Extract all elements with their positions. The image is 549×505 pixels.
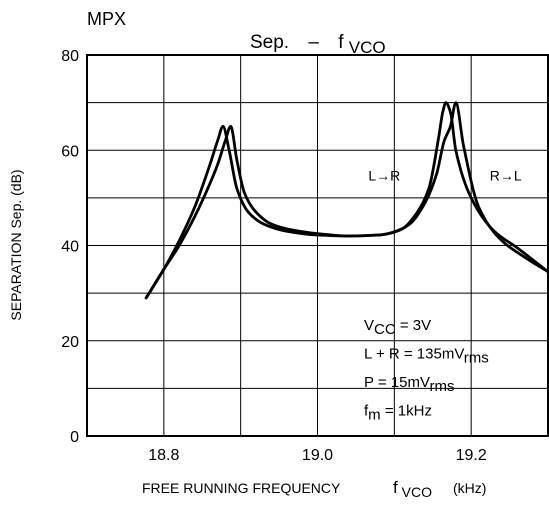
chart-title-dash: – (308, 32, 319, 53)
curve-annotation: R→L (490, 167, 522, 183)
chart-title-sub: VCO (349, 38, 386, 57)
x-axis-label-main: FREE RUNNING FREQUENCY (142, 480, 341, 496)
x-axis-label: FREE RUNNING FREQUENCY f VCO (kHz) (142, 478, 486, 500)
y-tick-label: 40 (61, 239, 79, 256)
y-tick-label: 0 (70, 429, 79, 446)
condition-value: = 3V (396, 317, 431, 334)
condition-subscript: CC (374, 321, 396, 338)
x-axis-label-unit: (kHz) (453, 480, 486, 496)
chart-title: Sep. – f VCO (250, 32, 386, 57)
condition-subscript: rms (429, 378, 454, 395)
condition-line: P = 15mVrms (364, 374, 454, 395)
condition-line: fm = 1kHz (364, 403, 432, 424)
condition-main: f (364, 403, 369, 420)
condition-line: VCC = 3V (364, 317, 431, 338)
x-tick-label: 19.2 (456, 447, 487, 464)
x-tick-label: 19.0 (302, 447, 333, 464)
condition-subscript: m (368, 407, 381, 424)
mpx-label: MPX (87, 9, 126, 29)
y-tick-label: 60 (61, 143, 79, 160)
condition-main: L + R = 135mV (364, 346, 464, 363)
condition-value: = 1kHz (381, 403, 432, 420)
x-tick-label: 18.8 (148, 447, 179, 464)
curve-annotations: L→R R→L (368, 167, 522, 183)
plot-frame (86, 54, 549, 437)
y-tick-label: 20 (61, 334, 79, 351)
x-axis-label-sub: VCO (402, 484, 432, 500)
chart-title-f: f (338, 32, 344, 53)
grid (87, 55, 548, 436)
condition-subscript: rms (464, 350, 489, 367)
y-tick-label: 80 (61, 48, 79, 65)
condition-line: L + R = 135mVrms (364, 346, 489, 367)
axis-ticks: 0 20 40 60 80 18.8 19.0 19.2 (61, 48, 487, 464)
separation-curves (144, 101, 549, 300)
curve-annotation: L→R (368, 167, 400, 183)
condition-main: P = 15mV (364, 374, 430, 391)
separation-curve (144, 101, 549, 300)
y-axis-label: SEPARATION Sep. (dB) (8, 169, 24, 320)
separation-curve (144, 101, 549, 300)
x-axis-label-f: f (393, 478, 398, 497)
chart-title-main: Sep. (250, 32, 289, 53)
condition-main: V (364, 317, 374, 334)
